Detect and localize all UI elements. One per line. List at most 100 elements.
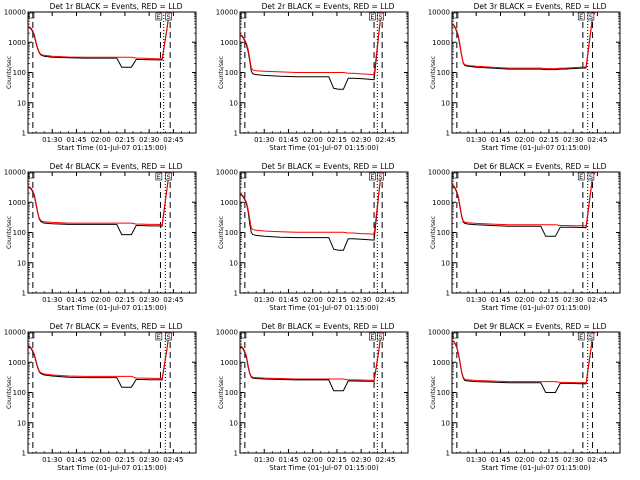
y-tick-label: 10000 bbox=[428, 169, 450, 177]
y-tick-label: 1 bbox=[22, 290, 26, 298]
x-tick-label: 01:45 bbox=[490, 296, 510, 304]
corner-box bbox=[240, 12, 247, 19]
x-tick-label: 01:30 bbox=[42, 136, 62, 144]
y-tick-label: 10 bbox=[17, 259, 26, 267]
x-axis-label: Start Time (01-Jul-07 01:15:00) bbox=[57, 304, 167, 312]
events-series-line bbox=[239, 11, 385, 90]
plot-frame bbox=[27, 171, 197, 294]
marker-box-e bbox=[577, 332, 585, 341]
y-tick-label: 1 bbox=[446, 450, 450, 458]
corner-box bbox=[240, 172, 247, 179]
lld-series-line bbox=[239, 331, 385, 381]
y-tick-label: 1 bbox=[234, 130, 238, 138]
marker-e: E bbox=[370, 173, 374, 181]
marker-box-s bbox=[377, 172, 384, 181]
y-axis-label: Counts/sec bbox=[430, 376, 437, 409]
x-tick-label: 02:45 bbox=[587, 136, 607, 144]
y-axis-label: Counts/sec bbox=[430, 216, 437, 249]
x-tick-label: 02:00 bbox=[91, 456, 111, 464]
corner-box bbox=[28, 12, 35, 19]
x-axis-label: Start Time (01-Jul-07 01:15:00) bbox=[481, 144, 591, 152]
x-tick-label: 02:15 bbox=[327, 136, 347, 144]
lld-series-line bbox=[451, 11, 597, 70]
x-tick-label: 02:30 bbox=[563, 296, 583, 304]
y-axis-label: Counts/sec bbox=[218, 56, 225, 89]
marker-box-s bbox=[587, 172, 595, 181]
y-tick-label: 100 bbox=[225, 69, 238, 77]
y-tick-label: 1 bbox=[446, 290, 450, 298]
x-tick-label: 02:30 bbox=[351, 296, 371, 304]
corner-box bbox=[452, 12, 459, 19]
corner-box bbox=[452, 172, 459, 179]
y-tick-label: 10000 bbox=[4, 169, 26, 177]
marker-e: E bbox=[579, 173, 583, 181]
x-tick-label: 01:45 bbox=[490, 456, 510, 464]
y-tick-label: 10000 bbox=[216, 329, 238, 337]
marker-s: S bbox=[378, 173, 382, 181]
x-tick-label: 01:30 bbox=[42, 296, 62, 304]
x-tick-label: 02:30 bbox=[139, 136, 159, 144]
x-tick-label: 02:30 bbox=[351, 456, 371, 464]
marker-box-e bbox=[155, 332, 163, 341]
y-tick-label: 1000 bbox=[8, 199, 26, 207]
x-tick-label: 02:30 bbox=[139, 456, 159, 464]
marker-box-e bbox=[155, 172, 163, 181]
chart-panel-9: Det 9r BLACK = Events, RED = LLD 1 10 100 10… bbox=[428, 322, 621, 472]
x-tick-label: 02:00 bbox=[515, 136, 535, 144]
chart-title: Det 7r BLACK = Events, RED = LLD bbox=[50, 322, 183, 331]
y-axis-label: Counts/sec bbox=[6, 216, 13, 249]
x-axis-label: Start Time (01-Jul-07 01:15:00) bbox=[269, 304, 379, 312]
x-tick-label: 01:45 bbox=[278, 296, 298, 304]
marker-e: E bbox=[157, 333, 161, 341]
chart-panel-5: Det 5r BLACK = Events, RED = LLD 1 10 100 10… bbox=[216, 162, 409, 312]
y-tick-label: 100 bbox=[437, 229, 450, 237]
x-axis-label: Start Time (01-Jul-07 01:15:00) bbox=[269, 464, 379, 472]
y-tick-label: 100 bbox=[437, 389, 450, 397]
x-tick-label: 02:30 bbox=[563, 136, 583, 144]
y-axis-label: Counts/sec bbox=[218, 216, 225, 249]
plot-frame bbox=[27, 331, 197, 454]
lld-series-line bbox=[239, 11, 385, 76]
y-tick-label: 1000 bbox=[220, 39, 238, 47]
marker-s: S bbox=[378, 333, 382, 341]
marker-s: S bbox=[166, 333, 170, 341]
y-tick-label: 1000 bbox=[8, 39, 26, 47]
x-tick-label: 02:45 bbox=[163, 456, 183, 464]
y-tick-label: 10 bbox=[229, 99, 238, 107]
events-series-line bbox=[27, 331, 173, 388]
chart-title: Det 6r BLACK = Events, RED = LLD bbox=[474, 162, 607, 171]
marker-e: E bbox=[370, 333, 374, 341]
chart-title: Det 3r BLACK = Events, RED = LLD bbox=[474, 2, 607, 11]
y-tick-label: 1 bbox=[234, 290, 238, 298]
x-tick-label: 02:45 bbox=[375, 296, 395, 304]
x-tick-label: 02:00 bbox=[303, 456, 323, 464]
x-tick-label: 02:45 bbox=[587, 296, 607, 304]
lld-series-line bbox=[27, 331, 173, 380]
marker-box-s bbox=[587, 332, 595, 341]
x-tick-label: 02:00 bbox=[515, 296, 535, 304]
y-tick-label: 1 bbox=[22, 130, 26, 138]
marker-box-e bbox=[577, 172, 585, 181]
marker-box-e bbox=[155, 12, 163, 21]
y-tick-label: 100 bbox=[225, 229, 238, 237]
y-tick-label: 10000 bbox=[4, 329, 26, 337]
marker-box-s bbox=[165, 12, 172, 21]
chart-panel-1: Det 1r BLACK = Events, RED = LLD 1 10 100 10… bbox=[4, 2, 197, 152]
x-tick-label: 02:00 bbox=[303, 296, 323, 304]
y-tick-label: 10 bbox=[441, 99, 450, 107]
marker-box-s bbox=[377, 332, 384, 341]
events-series-line bbox=[27, 171, 173, 236]
y-tick-label: 1000 bbox=[432, 359, 450, 367]
events-series-line bbox=[239, 171, 385, 251]
chart-panel-7: Det 7r BLACK = Events, RED = LLD 1 10 100 10… bbox=[4, 322, 197, 472]
x-axis-label: Start Time (01-Jul-07 01:15:00) bbox=[57, 464, 167, 472]
marker-e: E bbox=[370, 13, 374, 21]
x-tick-label: 02:45 bbox=[375, 136, 395, 144]
x-tick-label: 02:45 bbox=[163, 296, 183, 304]
y-tick-label: 10000 bbox=[428, 329, 450, 337]
lld-series-line bbox=[451, 331, 596, 384]
chart-title: Det 9r BLACK = Events, RED = LLD bbox=[474, 322, 607, 331]
marker-box-s bbox=[165, 172, 172, 181]
lld-series-line bbox=[27, 171, 173, 226]
y-tick-label: 1000 bbox=[8, 359, 26, 367]
